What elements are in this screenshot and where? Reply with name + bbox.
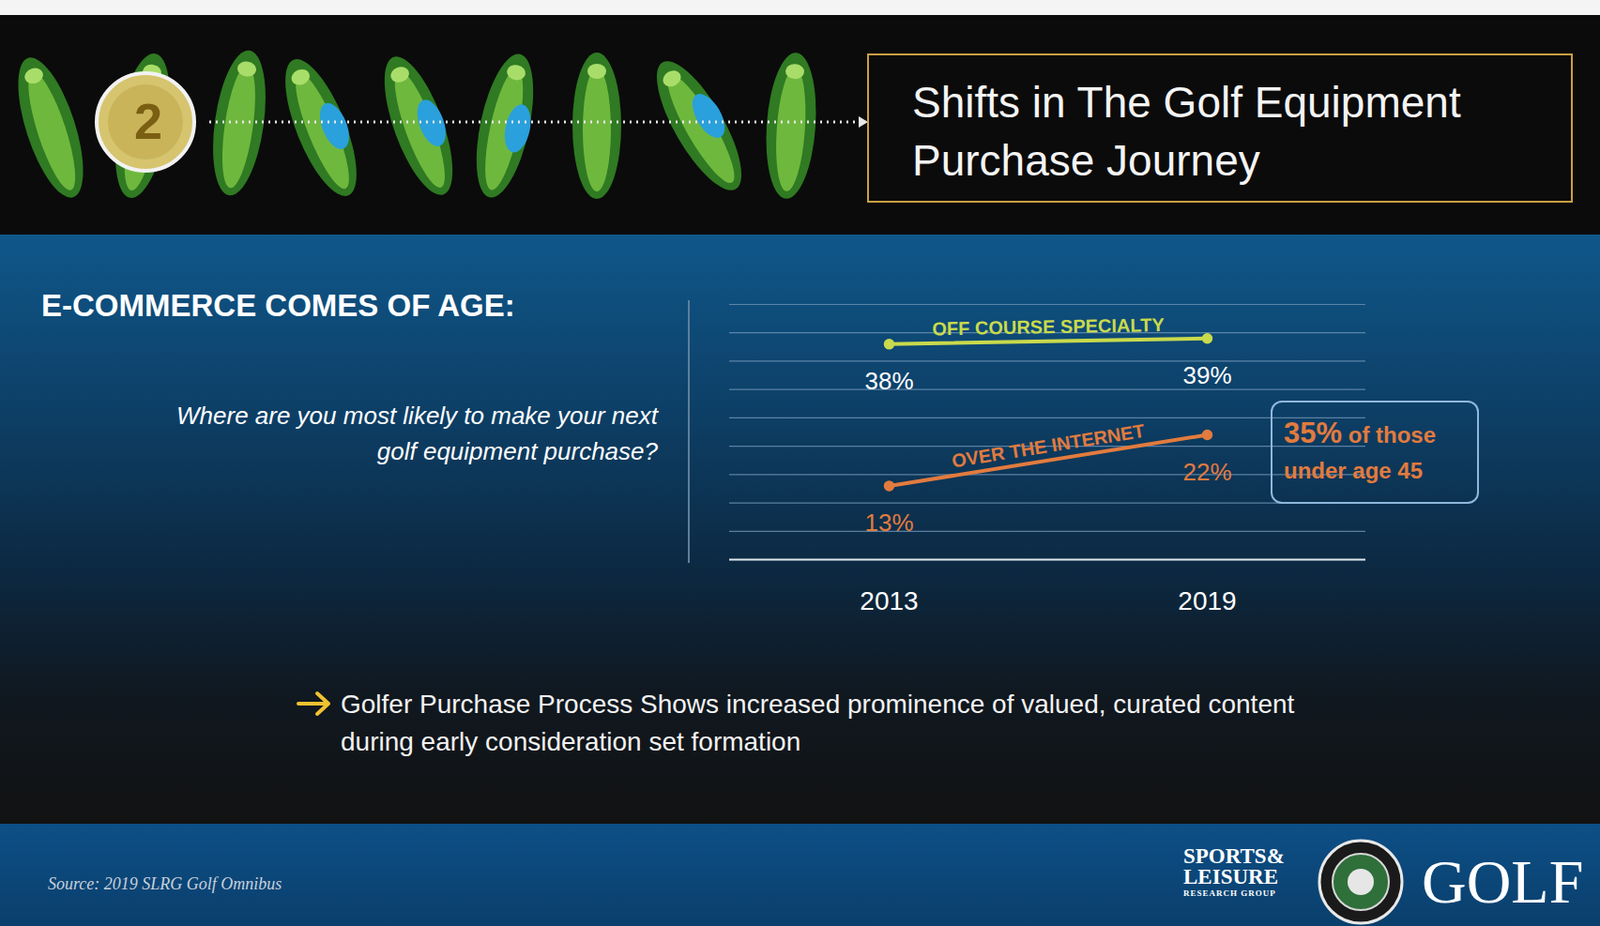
svg-text:OFF COURSE SPECIALTY: OFF COURSE SPECIALTY <box>931 314 1165 339</box>
svg-text:22%: 22% <box>1182 457 1232 487</box>
svg-text:39%: 39% <box>1182 361 1232 390</box>
html-text:35%of those under age 45: 35%of those under age 45 <box>1283 416 1436 484</box>
html-text:RESEARCH GROUP: RESEARCH GROUP <box>1183 888 1277 899</box>
html-text:GOLF: GOLF <box>1421 847 1584 916</box>
html-text:Source: 2019 SLRG Golf Omnibus: Source: 2019 SLRG Golf Omnibus <box>47 874 282 894</box>
svg-text:38%: 38% <box>864 366 914 396</box>
html-text:SPORTS&: SPORTS& <box>1183 844 1285 869</box>
svg-text:OVER THE INTERNET: OVER THE INTERNET <box>950 420 1147 473</box>
svg-text:2019: 2019 <box>1177 586 1236 616</box>
html-text:Where are you most likely to m: Where are you most likely to make your n… <box>176 401 658 466</box>
html-text:Shifts in The Golf Equipment P: Shifts in The Golf Equipment Purchase Jo… <box>912 77 1461 185</box>
html-text:LEISURE: LEISURE <box>1183 865 1279 889</box>
svg-text:13%: 13% <box>864 508 914 537</box>
html-text:E-COMMERCE COMES OF AGE:: E-COMMERCE COMES OF AGE: <box>41 288 516 323</box>
svg-text:2013: 2013 <box>859 586 918 616</box>
svg-text:2: 2 <box>134 92 163 150</box>
html-text:Golfer Purchase Process Shows: Golfer Purchase Process Shows increased … <box>340 689 1295 757</box>
